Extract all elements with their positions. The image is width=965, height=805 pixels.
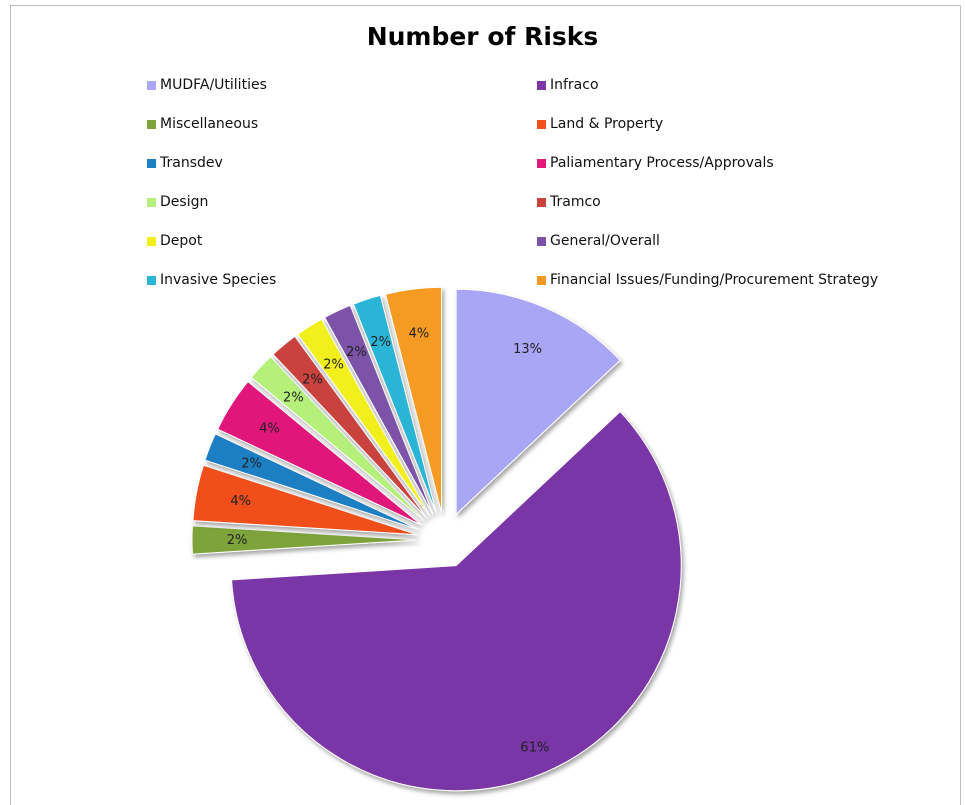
- slice-data-label: 61%: [520, 740, 549, 755]
- legend-swatch: [537, 236, 546, 246]
- legend-swatch: [537, 275, 546, 285]
- legend-item: Tramco: [537, 192, 601, 212]
- legend-label: Land & Property: [550, 116, 664, 132]
- pie-slice: [191, 525, 418, 555]
- slice-data-label: 2%: [227, 533, 248, 548]
- pie-slice: [204, 433, 420, 531]
- legend-swatch: [537, 80, 546, 90]
- chart-title: Number of Risks: [366, 22, 599, 51]
- pie-slice: [297, 318, 431, 517]
- legend-swatch: [537, 197, 546, 207]
- pie-slice: [231, 410, 682, 792]
- pie-slice: [192, 464, 418, 536]
- pie-slice: [455, 288, 621, 516]
- slice-data-label: 13%: [513, 342, 542, 357]
- pie-slice: [272, 335, 428, 519]
- legend-label: Depot: [160, 233, 203, 249]
- slice-data-label: 2%: [283, 391, 304, 406]
- legend-label: Paliamentary Process/Approvals: [550, 155, 774, 171]
- legend-label: Miscellaneous: [160, 116, 259, 132]
- slice-data-label: 2%: [241, 456, 262, 471]
- legend-swatch: [147, 119, 156, 129]
- legend-item: Financial Issues/Funding/Procurement Str…: [537, 270, 878, 290]
- slice-data-label: 2%: [302, 373, 323, 388]
- legend-item: Invasive Species: [147, 270, 276, 290]
- slice-data-label: 4%: [259, 422, 280, 437]
- legend-item: MUDFA/Utilities: [147, 75, 267, 95]
- slice-data-label: 2%: [370, 335, 391, 350]
- legend-item: Depot: [147, 231, 202, 251]
- pie-slice: [217, 380, 422, 526]
- legend-item: Miscellaneous: [147, 114, 258, 134]
- legend-label: General/Overall: [550, 233, 660, 249]
- pie-slice: [352, 294, 437, 514]
- legend-label: Infraco: [550, 77, 599, 93]
- legend-swatch: [147, 275, 156, 285]
- legend-label: Financial Issues/Funding/Procurement Str…: [550, 272, 879, 288]
- slice-data-label: 2%: [323, 357, 344, 372]
- legend-item: Design: [147, 192, 208, 212]
- legend-label: MUDFA/Utilities: [160, 77, 267, 93]
- legend-swatch: [537, 119, 546, 129]
- legend-label: Tramco: [550, 194, 601, 210]
- legend-swatch: [147, 236, 156, 246]
- pie-slice: [384, 286, 442, 513]
- legend-swatch: [147, 197, 156, 207]
- legend-item: General/Overall: [537, 231, 660, 251]
- legend-swatch: [147, 80, 156, 90]
- slice-data-label: 4%: [230, 494, 251, 509]
- pie-slice: [250, 356, 425, 522]
- legend-item: Paliamentary Process/Approvals: [537, 153, 774, 173]
- legend-label: Transdev: [160, 155, 223, 171]
- legend-item: Transdev: [147, 153, 223, 173]
- slice-data-label: 4%: [409, 327, 430, 342]
- slice-data-label: 2%: [346, 345, 367, 360]
- legend-label: Invasive Species: [160, 272, 277, 288]
- legend-item: Land & Property: [537, 114, 663, 134]
- pie-slice: [324, 304, 434, 515]
- legend-swatch: [147, 158, 156, 168]
- legend-swatch: [537, 158, 546, 168]
- legend-item: Infraco: [537, 75, 599, 95]
- legend-label: Design: [160, 194, 209, 210]
